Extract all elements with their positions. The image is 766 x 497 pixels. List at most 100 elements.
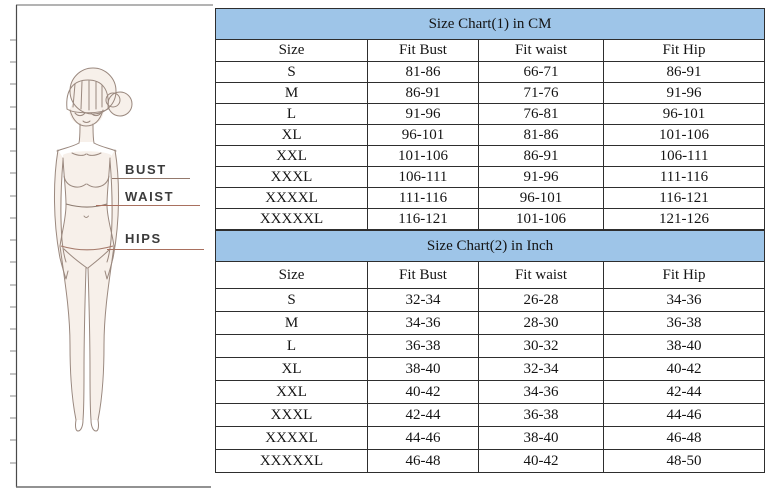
size-cell: 111-116: [367, 187, 479, 209]
size-row: XXL 40-42 34-36 42-44: [215, 380, 766, 404]
size-cell: 36-38: [478, 403, 604, 427]
size-cell: XXL: [215, 145, 368, 167]
size-cell: 46-48: [602, 426, 766, 450]
size-cell: 106-111: [367, 166, 479, 188]
closed-eyes: [74, 112, 102, 117]
size-cell: 34-36: [602, 288, 766, 312]
bikini-line: [63, 248, 111, 269]
hip-crease: [60, 245, 114, 251]
size-cell: S: [215, 61, 368, 83]
title-row: Size Chart(2) in Inch: [214, 230, 766, 262]
column-header: Fit waist: [478, 261, 604, 289]
column-header-row: Size Fit Bust Fit waist Fit Hip: [215, 39, 766, 62]
size-cell: 96-101: [602, 103, 766, 125]
size-cell: 42-44: [602, 380, 766, 404]
bust-label: BUST: [125, 162, 167, 177]
right-arm: [104, 149, 120, 280]
size-cell: 81-86: [367, 61, 479, 83]
waist-label: WAIST: [125, 189, 175, 204]
column-header: Fit Bust: [367, 39, 479, 62]
size-cell: 32-34: [478, 357, 604, 381]
size-cell: XXXXL: [215, 426, 368, 450]
size-cell: 36-38: [367, 334, 479, 358]
size-row: XXXL 106-111 91-96 111-116: [215, 166, 766, 188]
size-cell: 106-111: [602, 145, 766, 167]
size-cell: 44-46: [367, 426, 479, 450]
size-cell: 28-30: [478, 311, 604, 335]
size-cell: 34-36: [478, 380, 604, 404]
size-cell: 96-101: [367, 124, 479, 146]
size-cell: 34-36: [367, 311, 479, 335]
size-row: L 91-96 76-81 96-101: [215, 103, 766, 125]
size-cell: 116-121: [602, 187, 766, 209]
size-cell: 30-32: [478, 334, 604, 358]
size-cell: 40-42: [602, 357, 766, 381]
column-header: Fit waist: [478, 39, 604, 62]
size-cell: M: [215, 82, 368, 104]
size-row: XXXXXL 116-121 101-106 121-126: [215, 208, 766, 230]
size-cell: XXXL: [215, 403, 368, 427]
size-chart-cm-table: Size Chart(1) in CM Size Fit Bust Fit wais…: [214, 8, 766, 230]
body-fill: [54, 68, 132, 420]
size-cell: 101-106: [367, 145, 479, 167]
size-cell: 81-86: [478, 124, 604, 146]
size-cell: 116-121: [367, 208, 479, 230]
size-cell: 71-76: [478, 82, 604, 104]
size-cell: L: [215, 103, 368, 125]
size-cell: 46-48: [367, 449, 479, 473]
size-cell: 101-106: [602, 124, 766, 146]
size-row: XL 38-40 32-34 40-42: [215, 357, 766, 381]
size-cell: 26-28: [478, 288, 604, 312]
size-cell: XXXL: [215, 166, 368, 188]
hips-label: HIPS: [125, 231, 162, 246]
column-header: Fit Hip: [602, 261, 766, 289]
column-header: Fit Hip: [602, 39, 766, 62]
size-cell: 86-91: [602, 61, 766, 83]
hair-side-bun-small: [105, 92, 121, 108]
measurement-figure-panel: BUST WAIST HIPS: [0, 0, 215, 497]
shoulders: [56, 142, 117, 152]
size-cell: L: [215, 334, 368, 358]
size-cell: XXXXXL: [215, 208, 368, 230]
body-outline: [53, 67, 133, 432]
size-cell: 40-42: [478, 449, 604, 473]
size-row: XL 96-101 81-86 101-106: [215, 124, 766, 146]
bust-curves: [63, 175, 110, 188]
bust-pointer-line: [112, 178, 190, 179]
size-cell: 66-71: [478, 61, 604, 83]
size-cell: 40-42: [367, 380, 479, 404]
size-cell: 101-106: [478, 208, 604, 230]
size-cell: 36-38: [602, 311, 766, 335]
size-chart-cm-title: Size Chart(1) in CM: [214, 8, 766, 40]
size-cell: XL: [215, 124, 368, 146]
size-cell: M: [215, 311, 368, 335]
size-cell: 111-116: [602, 166, 766, 188]
title-row: Size Chart(1) in CM: [214, 8, 766, 40]
size-row: XXXXL 44-46 38-40 46-48: [215, 426, 766, 450]
hips-pointer-line: [107, 249, 204, 250]
waist-pointer-line: [96, 205, 200, 206]
hair-fringe: [66, 79, 109, 110]
face-jaw: [69, 109, 104, 127]
hair-bun: [69, 67, 117, 115]
size-row: XXXXL 111-116 96-101 116-121: [215, 187, 766, 209]
size-cell: 38-40: [367, 357, 479, 381]
size-cell: 91-96: [478, 166, 604, 188]
size-chart-inch-table: Size Chart(2) in Inch Size Fit Bust Fit wa…: [214, 230, 766, 473]
size-row: XXL 101-106 86-91 106-111: [215, 145, 766, 167]
size-cell: 86-91: [478, 145, 604, 167]
ruler-ticks: [10, 39, 16, 464]
mouth: [82, 120, 91, 123]
size-row: L 36-38 30-32 38-40: [215, 334, 766, 358]
size-row: S 81-86 66-71 86-91: [215, 61, 766, 83]
column-header: Fit Bust: [367, 261, 479, 289]
size-cell: 91-96: [367, 103, 479, 125]
size-cell: XXL: [215, 380, 368, 404]
neck: [78, 123, 95, 144]
size-cell: S: [215, 288, 368, 312]
size-cell: 121-126: [602, 208, 766, 230]
column-header: Size: [215, 261, 368, 289]
size-row: M 86-91 71-76 91-96: [215, 82, 766, 104]
size-row: XXXL 42-44 36-38 44-46: [215, 403, 766, 427]
